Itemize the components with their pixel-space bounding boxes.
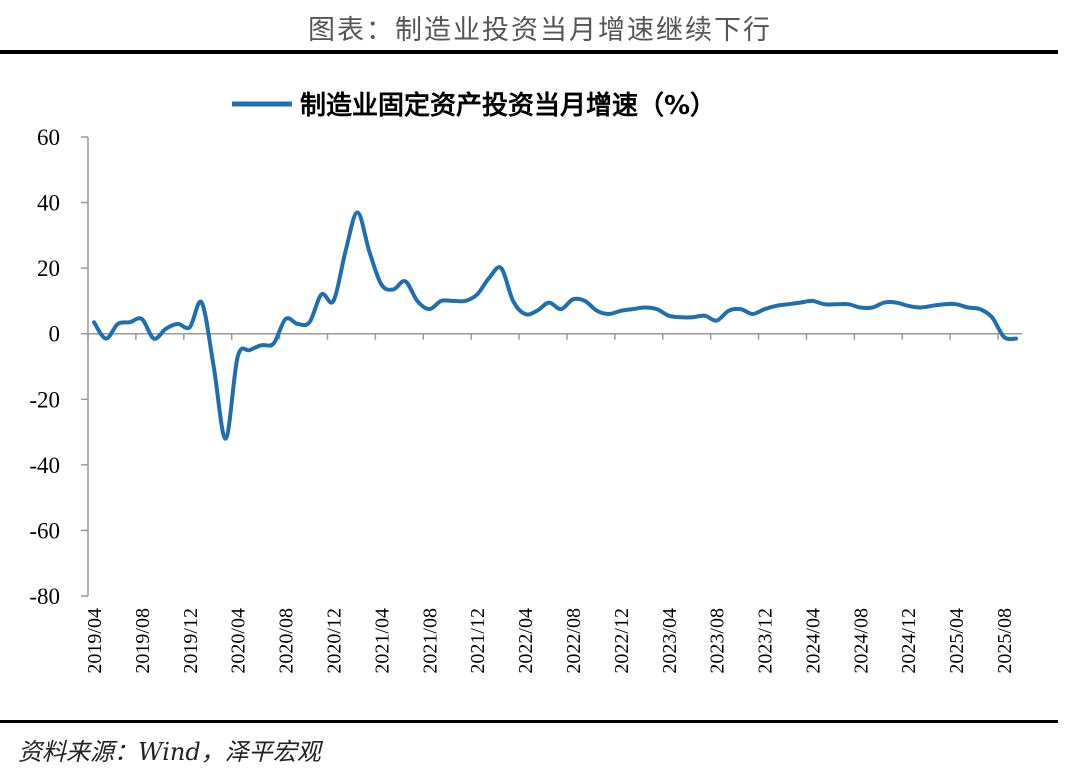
series-line xyxy=(92,210,1018,441)
x-tick-label: 2025/04 xyxy=(946,608,968,674)
y-tick-label: -60 xyxy=(29,518,60,543)
x-tick-label: 2022/12 xyxy=(611,608,633,674)
x-tick-label: 2024/12 xyxy=(898,608,920,674)
x-tick-label: 2019/04 xyxy=(84,608,106,674)
y-axis: 60 40 20 0 -20 -40 -60 -80 xyxy=(29,125,89,609)
x-tick-label: 2023/04 xyxy=(659,608,681,674)
x-tick-label: 2022/04 xyxy=(515,608,537,674)
x-tick-label: 2020/12 xyxy=(323,608,345,674)
x-tick-label: 2021/12 xyxy=(467,608,489,674)
y-tick-label: 40 xyxy=(37,191,60,216)
source-note: 资料来源：Wind，泽平宏观 xyxy=(18,738,321,766)
x-tick-label: 2021/08 xyxy=(419,608,441,674)
top-rule xyxy=(0,50,1058,54)
x-tick-label: 2019/12 xyxy=(180,608,202,674)
y-tick-label: 0 xyxy=(49,322,61,347)
x-tick-label: 2019/08 xyxy=(132,608,154,674)
x-tick-label: 2020/08 xyxy=(276,608,298,674)
bottom-rule xyxy=(0,720,1058,723)
legend-label: 制造业固定资产投资当月增速（%） xyxy=(300,90,716,121)
x-tick-label: 2025/08 xyxy=(994,608,1016,674)
y-tick-label: -20 xyxy=(29,387,60,412)
figure-title: 图表：制造业投资当月增速继续下行 xyxy=(308,15,772,46)
y-tick-label: -80 xyxy=(29,584,60,609)
y-tick-label: -40 xyxy=(29,453,60,478)
x-axis: 2019/04 2019/08 2019/12 2020/04 2020/08 2020/… xyxy=(84,332,1022,674)
x-tick-label: 2020/04 xyxy=(228,608,250,674)
x-tick-label: 2024/08 xyxy=(850,608,872,674)
y-tick-label: 60 xyxy=(37,125,60,150)
x-tick-label: 2023/08 xyxy=(707,608,729,674)
y-tick-label: 20 xyxy=(37,256,60,281)
x-tick-label: 2024/04 xyxy=(802,608,824,674)
x-tick-label: 2023/12 xyxy=(755,608,777,674)
x-tick-label: 2021/04 xyxy=(371,608,393,674)
x-tick-label: 2022/08 xyxy=(563,608,585,674)
chart-legend: 制造业固定资产投资当月增速（%） xyxy=(232,90,716,121)
